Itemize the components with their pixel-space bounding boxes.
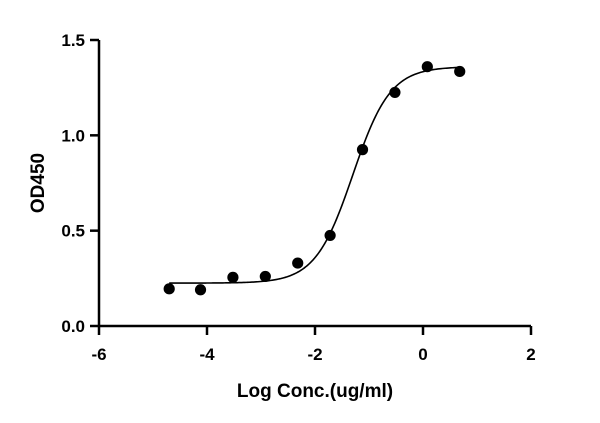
- y-tick-label: 0.5: [61, 222, 85, 241]
- x-tick-label: -4: [199, 345, 215, 364]
- y-tick-label: 1.0: [61, 126, 85, 145]
- y-tick-label: 0.0: [61, 317, 85, 336]
- data-point: [421, 61, 433, 73]
- x-tick-label: -2: [307, 345, 322, 364]
- fit-curve: [169, 66, 460, 284]
- x-axis-title: Log Conc.(ug/ml): [237, 381, 393, 402]
- data-point: [324, 229, 336, 242]
- x-tick-label: 2: [526, 345, 535, 364]
- data-point: [194, 284, 207, 296]
- data-point: [356, 144, 369, 156]
- data-point: [292, 257, 304, 269]
- x-tick-label: 0: [418, 345, 427, 364]
- data-point: [163, 283, 175, 295]
- y-axis-title: OD450: [28, 153, 49, 213]
- axes: 0.0 0.5 1.0 1.5 -6 -4 -2 0 2: [61, 31, 535, 364]
- x-tick-label: -6: [91, 345, 106, 364]
- data-point: [259, 270, 271, 283]
- data-point: [389, 86, 401, 99]
- y-tick-label: 1.5: [61, 31, 85, 50]
- y-ticks: 0.0 0.5 1.0 1.5: [61, 31, 99, 336]
- data-point: [454, 65, 466, 78]
- data-points: [163, 61, 466, 296]
- data-point: [227, 271, 239, 283]
- x-ticks: -6 -4 -2 0 2: [91, 326, 536, 364]
